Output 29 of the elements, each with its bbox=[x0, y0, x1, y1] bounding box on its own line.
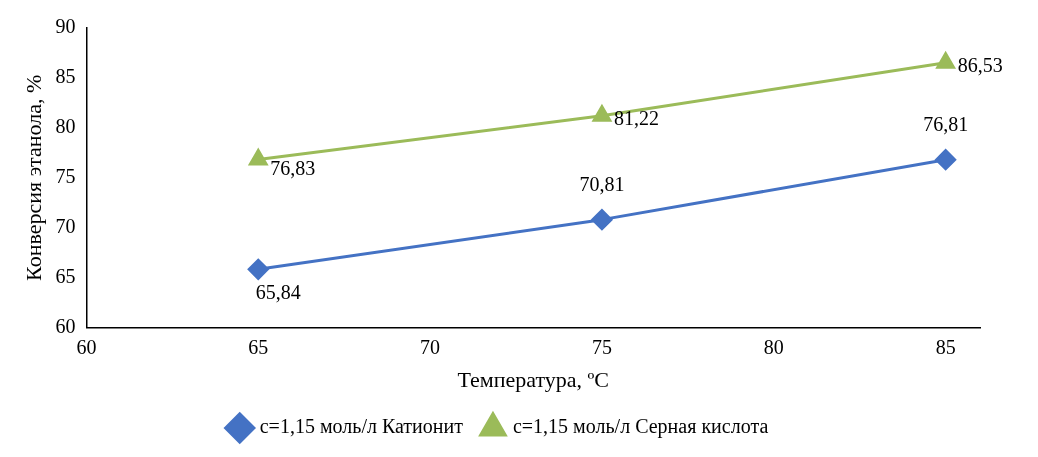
y-tick-label: 75 bbox=[55, 165, 76, 188]
y-tick-label: 80 bbox=[55, 115, 76, 138]
point bbox=[592, 105, 612, 122]
data-label: 76,83 bbox=[270, 156, 316, 179]
point bbox=[591, 209, 613, 231]
legend-label: c=1,15 моль/л Катионит bbox=[259, 415, 464, 438]
x-tick-label: 85 bbox=[935, 335, 956, 358]
point bbox=[247, 258, 269, 280]
x-tick-label: 60 bbox=[76, 335, 97, 358]
data-label: 81,22 bbox=[613, 106, 659, 129]
x-tick-label: 75 bbox=[591, 335, 612, 358]
point bbox=[248, 149, 268, 166]
point bbox=[935, 149, 957, 171]
y-tick-label: 85 bbox=[55, 65, 76, 88]
y-tick-label: 60 bbox=[55, 314, 76, 337]
x-tick-label: 65 bbox=[248, 335, 269, 358]
data-label: 70,81 bbox=[579, 172, 625, 195]
y-axis-title: Конверсия этанола, % bbox=[20, 74, 46, 281]
data-label: 76,81 bbox=[923, 112, 969, 135]
y-tick-label: 70 bbox=[55, 214, 76, 237]
data-label: 86,53 bbox=[957, 53, 1003, 76]
point bbox=[936, 52, 955, 69]
y-tick-label: 65 bbox=[55, 264, 76, 287]
x-axis-title: Температура, ºC bbox=[457, 366, 609, 392]
y-tick-label: 90 bbox=[55, 15, 76, 38]
data-label: 65,84 bbox=[255, 280, 301, 303]
legend-label: c=1,15 моль/л Серная кислота bbox=[512, 415, 769, 439]
x-tick-label: 80 bbox=[763, 335, 784, 358]
x-tick-label: 70 bbox=[420, 335, 441, 358]
